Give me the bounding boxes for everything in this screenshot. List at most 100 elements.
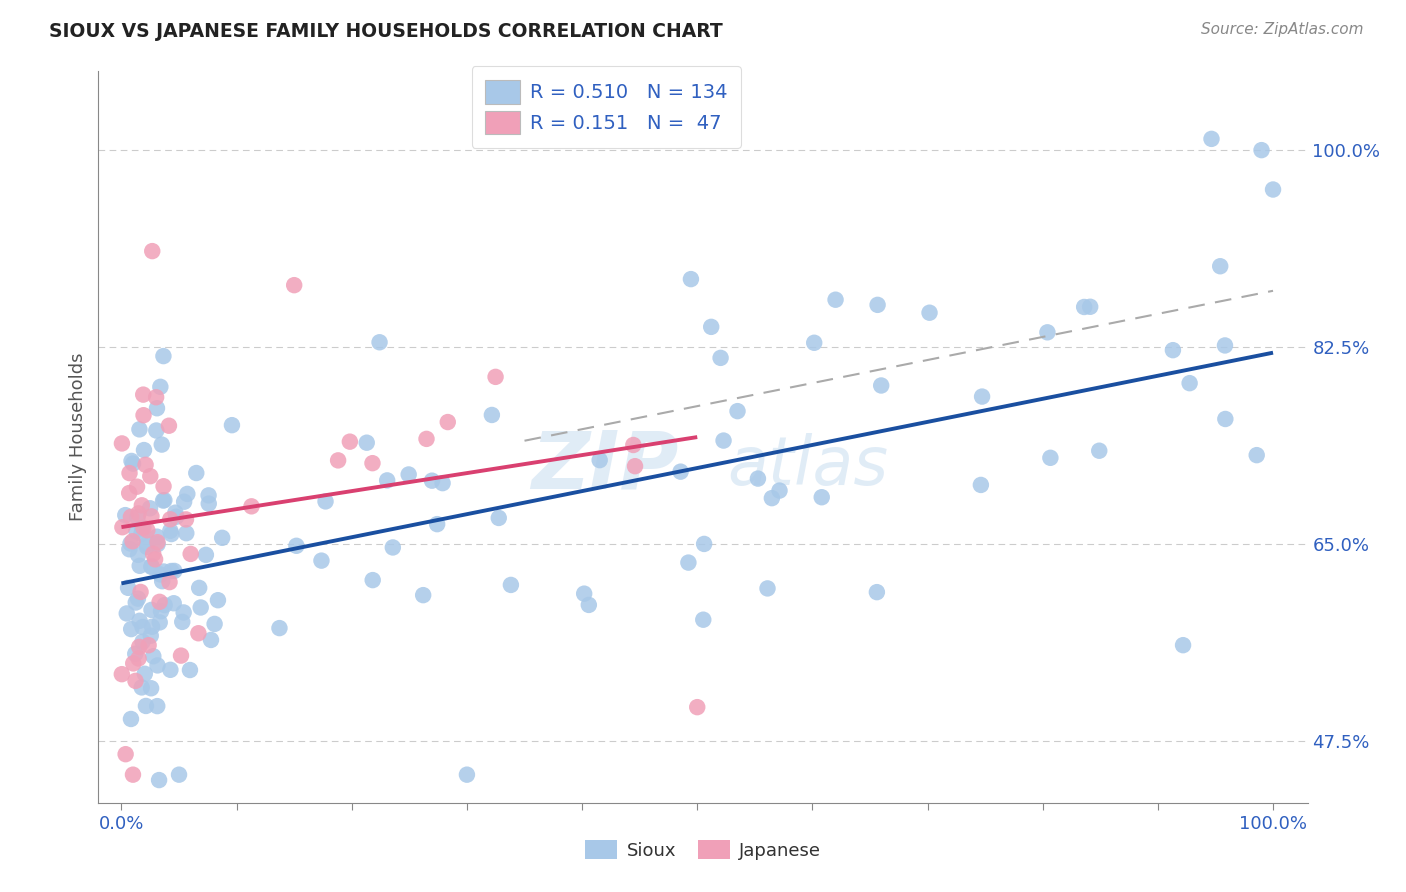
Point [142, 649, 165, 664]
Point [488, 511, 510, 525]
Point [111, 436, 134, 450]
Point [141, 509, 163, 524]
Point [221, 418, 243, 433]
Point [481, 408, 503, 422]
Point [135, 458, 157, 472]
Point [824, 293, 846, 307]
Point [146, 401, 169, 416]
Point [1171, 638, 1194, 652]
Point [111, 520, 134, 534]
Point [432, 476, 454, 491]
Point [131, 620, 153, 634]
Point [1178, 376, 1201, 391]
Point [710, 351, 733, 365]
Point [693, 537, 716, 551]
Point [180, 547, 202, 561]
Point [127, 510, 149, 524]
Point [131, 634, 153, 648]
Point [132, 387, 155, 401]
Text: atlas: atlas [727, 434, 889, 500]
Point [1078, 300, 1101, 314]
Point [207, 593, 229, 607]
Point [149, 567, 172, 582]
Point [398, 467, 420, 482]
Point [150, 574, 173, 589]
Point [125, 480, 148, 494]
Point [866, 298, 889, 312]
Point [141, 559, 163, 574]
Point [124, 647, 146, 661]
Point [692, 613, 714, 627]
Point [375, 474, 398, 488]
Point [149, 615, 172, 630]
Point [1250, 143, 1272, 157]
Point [420, 474, 443, 488]
Point [176, 526, 198, 541]
Point [152, 349, 174, 363]
Point [146, 699, 169, 714]
Point [326, 453, 349, 467]
Point [866, 585, 889, 599]
Point [1246, 448, 1268, 462]
Point [678, 556, 700, 570]
Point [803, 335, 825, 350]
Point [128, 614, 150, 628]
Point [356, 435, 378, 450]
Point [756, 582, 779, 596]
Point [131, 526, 153, 541]
Point [160, 564, 183, 578]
Point [135, 537, 157, 551]
Text: ZIP: ZIP [531, 427, 679, 506]
Point [146, 530, 169, 544]
Point [152, 565, 174, 579]
Point [124, 673, 146, 688]
Point [136, 524, 159, 538]
Point [197, 488, 219, 502]
Point [412, 588, 434, 602]
Point [624, 459, 647, 474]
Point [456, 767, 478, 781]
Point [970, 390, 993, 404]
Point [1213, 338, 1236, 352]
Point [686, 700, 709, 714]
Point [152, 493, 174, 508]
Point [669, 465, 692, 479]
Point [132, 521, 155, 535]
Point [361, 573, 384, 587]
Point [187, 626, 209, 640]
Point [174, 512, 197, 526]
Point [173, 494, 195, 508]
Point [159, 575, 181, 590]
Point [121, 454, 143, 468]
Point [160, 527, 183, 541]
Point [179, 663, 201, 677]
Point [118, 486, 141, 500]
Point [621, 438, 644, 452]
Point [139, 469, 162, 483]
Point [141, 603, 163, 617]
Point [381, 541, 404, 555]
Legend: Sioux, Japanese: Sioux, Japanese [578, 832, 828, 867]
Point [139, 629, 162, 643]
Point [131, 521, 153, 535]
Point [1201, 132, 1223, 146]
Point [1036, 326, 1059, 340]
Point [142, 547, 165, 561]
Point [132, 408, 155, 422]
Point [269, 621, 291, 635]
Point [135, 698, 157, 713]
Point [415, 432, 437, 446]
Point [120, 510, 142, 524]
Point [120, 622, 142, 636]
Point [131, 681, 153, 695]
Point [114, 747, 136, 762]
Point [159, 524, 181, 538]
Point [970, 478, 993, 492]
Point [139, 501, 162, 516]
Point [188, 581, 211, 595]
Point [149, 595, 172, 609]
Point [163, 596, 186, 610]
Text: SIOUX VS JAPANESE FAMILY HOUSEHOLDS CORRELATION CHART: SIOUX VS JAPANESE FAMILY HOUSEHOLDS CORR… [49, 22, 723, 41]
Point [679, 272, 702, 286]
Point [426, 517, 449, 532]
